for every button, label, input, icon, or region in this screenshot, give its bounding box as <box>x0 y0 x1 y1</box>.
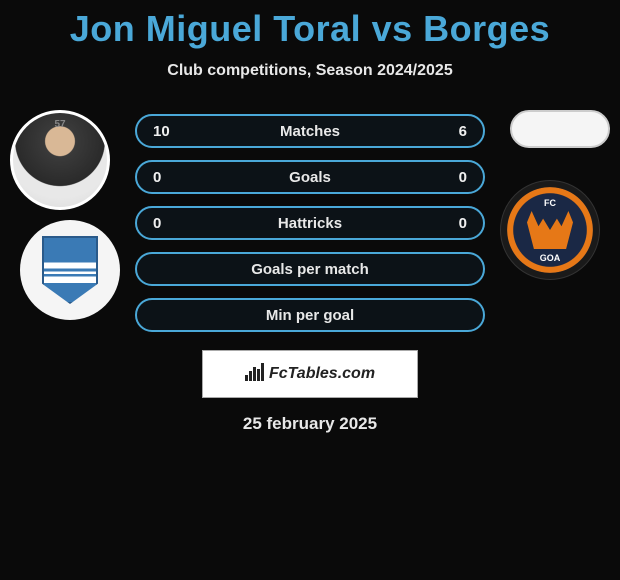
player-left-avatar <box>10 110 110 210</box>
club-left-badge <box>20 220 120 320</box>
stat-left-value: 0 <box>153 215 177 232</box>
bar-chart-icon <box>245 363 265 386</box>
page-title: Jon Miguel Toral vs Borges <box>0 0 620 50</box>
stat-label: Goals <box>177 169 443 186</box>
attribution-brand: FcTables.com <box>269 365 375 383</box>
stat-row-hattricks: 0 Hattricks 0 <box>135 206 485 240</box>
goa-horns-icon <box>527 211 573 249</box>
stat-label: Matches <box>177 123 443 140</box>
stat-label: Min per goal <box>177 307 443 324</box>
date-label: 25 february 2025 <box>0 414 620 434</box>
stat-label: Goals per match <box>177 261 443 278</box>
stats-list: 10 Matches 6 0 Goals 0 0 Hattricks 0 Goa… <box>135 110 485 332</box>
club-right-badge <box>500 180 600 280</box>
fc-goa-badge-icon <box>507 187 593 273</box>
stat-row-matches: 10 Matches 6 <box>135 114 485 148</box>
subtitle: Club competitions, Season 2024/2025 <box>0 62 620 80</box>
mumbai-city-shield-icon <box>42 236 98 304</box>
stat-right-value: 6 <box>443 123 467 140</box>
stat-right-value: 0 <box>443 169 467 186</box>
stat-label: Hattricks <box>177 215 443 232</box>
stat-left-value: 10 <box>153 123 177 140</box>
stat-row-goals: 0 Goals 0 <box>135 160 485 194</box>
player-right-avatar <box>510 110 610 148</box>
stat-left-value: 0 <box>153 169 177 186</box>
stat-row-min-per-goal: Min per goal <box>135 298 485 332</box>
attribution-box: FcTables.com <box>202 350 418 398</box>
stat-right-value: 0 <box>443 215 467 232</box>
stat-row-goals-per-match: Goals per match <box>135 252 485 286</box>
comparison-panel: 10 Matches 6 0 Goals 0 0 Hattricks 0 Goa… <box>0 110 620 434</box>
